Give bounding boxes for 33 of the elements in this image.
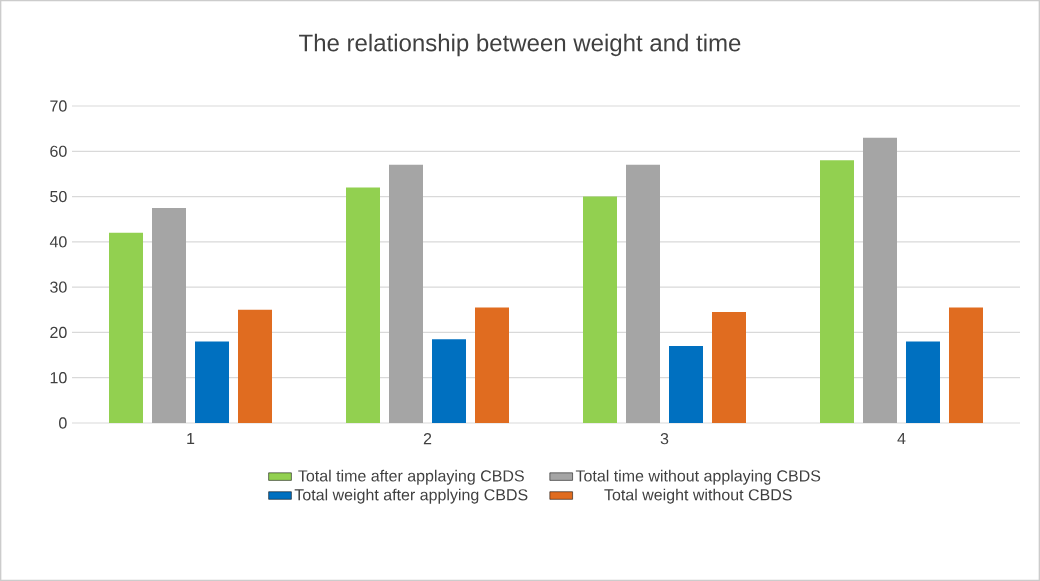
bar — [195, 341, 230, 423]
y-tick-label: 0 — [59, 417, 67, 429]
x-tick-label: 1 — [187, 433, 195, 445]
legend-label: Total weight after applying CBDS — [294, 488, 528, 504]
bar — [109, 232, 144, 423]
bar — [238, 309, 273, 423]
y-tick-label: 30 — [50, 281, 67, 293]
legend-label: Total time after applaying CBDS — [298, 469, 524, 485]
x-tick-label: 2 — [423, 433, 432, 445]
y-tick-label: 20 — [50, 326, 67, 339]
bar — [669, 346, 703, 423]
legend-label: Total time without applaying CBDS — [575, 469, 821, 485]
bar — [583, 196, 617, 423]
bar — [820, 160, 854, 423]
bar — [475, 307, 509, 423]
bar — [626, 164, 660, 423]
legend-label: Total weight without CBDS — [604, 488, 792, 504]
y-tick-label: 10 — [50, 372, 67, 384]
bar — [863, 137, 897, 423]
bar — [346, 187, 380, 423]
x-tick-label: 3 — [660, 433, 669, 445]
y-tick-label: 40 — [49, 236, 67, 248]
bar — [712, 312, 746, 423]
y-tick-label: 60 — [50, 145, 67, 157]
x-tick-label: 4 — [897, 433, 906, 445]
bar — [906, 341, 940, 423]
bar — [949, 307, 983, 423]
bar — [389, 164, 423, 423]
y-tick-label: 50 — [50, 190, 67, 203]
bar — [432, 339, 467, 423]
y-tick-label: 70 — [50, 100, 67, 112]
bar — [152, 207, 187, 423]
chart-title: The relationship between weight and time — [299, 33, 741, 57]
